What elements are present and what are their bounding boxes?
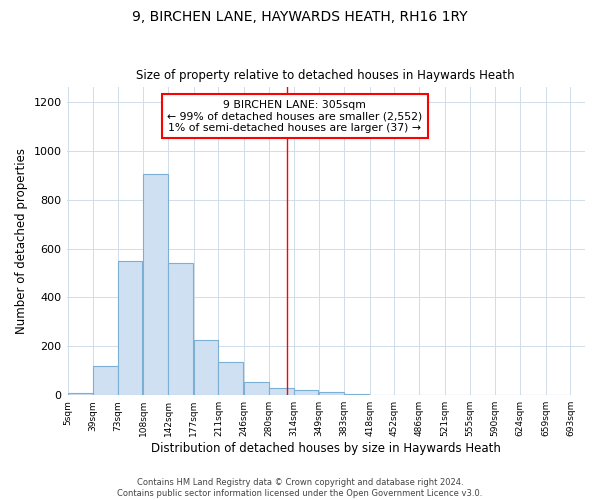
Bar <box>194 340 218 395</box>
Y-axis label: Number of detached properties: Number of detached properties <box>15 148 28 334</box>
Bar <box>344 394 369 395</box>
Bar <box>93 366 118 395</box>
Title: Size of property relative to detached houses in Haywards Heath: Size of property relative to detached ho… <box>136 69 515 82</box>
Text: Contains HM Land Registry data © Crown copyright and database right 2024.
Contai: Contains HM Land Registry data © Crown c… <box>118 478 482 498</box>
Bar <box>143 174 168 395</box>
Bar <box>218 362 243 395</box>
Bar <box>269 388 293 395</box>
Bar <box>168 264 193 395</box>
Bar <box>319 392 344 395</box>
Text: 9 BIRCHEN LANE: 305sqm
← 99% of detached houses are smaller (2,552)
1% of semi-d: 9 BIRCHEN LANE: 305sqm ← 99% of detached… <box>167 100 422 133</box>
Bar <box>244 382 269 395</box>
Bar <box>118 261 142 395</box>
Bar <box>293 390 319 395</box>
Bar <box>68 393 93 395</box>
Text: 9, BIRCHEN LANE, HAYWARDS HEATH, RH16 1RY: 9, BIRCHEN LANE, HAYWARDS HEATH, RH16 1R… <box>132 10 468 24</box>
X-axis label: Distribution of detached houses by size in Haywards Heath: Distribution of detached houses by size … <box>151 442 501 455</box>
